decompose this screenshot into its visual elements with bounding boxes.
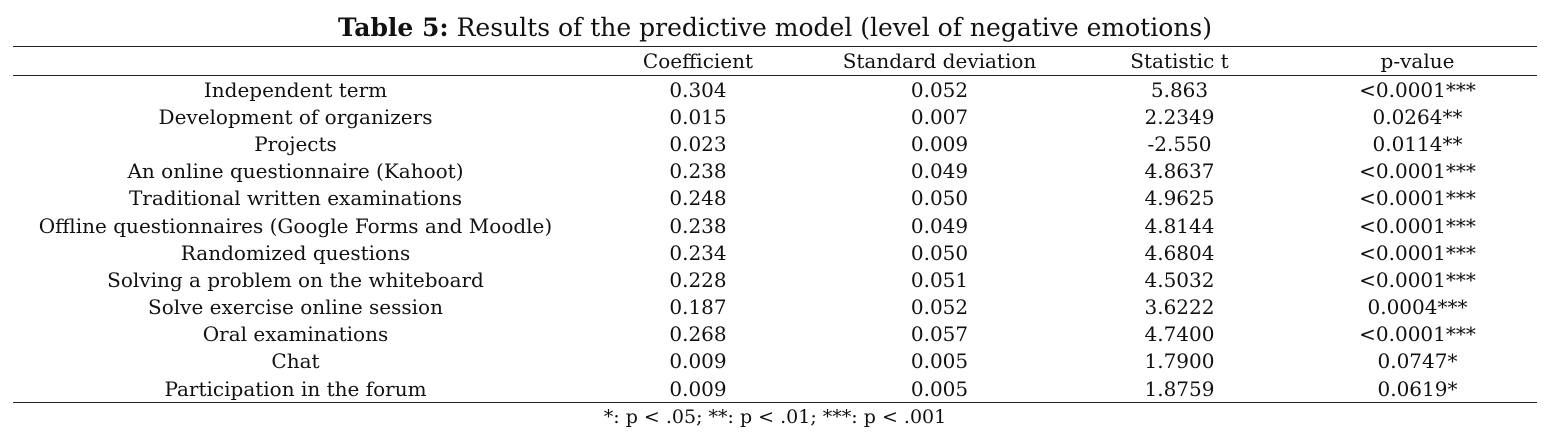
- table-header-rule: [13, 75, 1537, 76]
- cell-p-value: <0.0001***: [1359, 240, 1476, 265]
- cell-coefficient: 0.248: [669, 186, 727, 211]
- cell-standard-deviation: 0.049: [910, 159, 969, 184]
- cell-standard-deviation: 0.005: [910, 349, 969, 374]
- cell-variable: Development of organizers: [158, 104, 433, 129]
- cell-variable: Offline questionnaires (Google Forms and…: [38, 213, 553, 238]
- table-row: Solve exercise online session 0.187 0.052 3…: [13, 294, 1537, 321]
- cell-standard-deviation: 0.050: [910, 240, 969, 265]
- cell-variable: Solving a problem on the whiteboard: [107, 267, 484, 292]
- table-row: Randomized questions 0.234 0.050 4.6804 <0.0…: [13, 239, 1537, 266]
- cell-p-value: 0.0619*: [1377, 376, 1458, 401]
- table-row: Development of organizers 0.015 0.007 2.234…: [13, 103, 1537, 130]
- table-top-rule: [13, 46, 1537, 47]
- cell-coefficient: 0.187: [669, 295, 727, 320]
- table-footnote: *: p < .05; **: p < .01; ***: p < .001: [603, 406, 947, 428]
- table-caption: Table 5: Results of the predictive model…: [0, 12, 1550, 44]
- cell-statistic-t: 4.5032: [1144, 267, 1215, 292]
- cell-variable: Projects: [254, 131, 337, 156]
- cell-variable: An online questionnaire (Kahoot): [127, 159, 464, 184]
- cell-coefficient: 0.304: [669, 77, 727, 102]
- table-row: Projects 0.023 0.009 -2.550 0.0114**: [13, 130, 1537, 157]
- cell-statistic-t: 2.2349: [1144, 104, 1215, 129]
- cell-p-value: 0.0114**: [1372, 131, 1463, 156]
- cell-standard-deviation: 0.049: [910, 213, 969, 238]
- cell-statistic-t: 4.9625: [1144, 186, 1215, 211]
- header-cell-statistic-t: Statistic t: [1130, 49, 1229, 73]
- cell-coefficient: 0.234: [669, 240, 727, 265]
- cell-variable: Oral examinations: [202, 322, 389, 347]
- cell-standard-deviation: 0.050: [910, 186, 969, 211]
- table-body: Independent term 0.304 0.052 5.863 <0.0001**…: [13, 76, 1537, 402]
- cell-variable: Solve exercise online session: [148, 295, 443, 320]
- cell-coefficient: 0.268: [669, 322, 727, 347]
- cell-coefficient: 0.015: [669, 104, 727, 129]
- cell-standard-deviation: 0.052: [910, 295, 969, 320]
- cell-coefficient: 0.238: [669, 213, 727, 238]
- cell-p-value: <0.0001***: [1359, 322, 1476, 347]
- cell-statistic-t: 1.7900: [1144, 349, 1215, 374]
- cell-p-value: <0.0001***: [1359, 186, 1476, 211]
- cell-p-value: 0.0264**: [1372, 104, 1463, 129]
- cell-statistic-t: 3.6222: [1144, 295, 1215, 320]
- cell-p-value: 0.0747*: [1377, 349, 1458, 374]
- table-bottom-rule: [13, 402, 1537, 403]
- cell-statistic-t: 4.8637: [1144, 159, 1215, 184]
- cell-coefficient: 0.009: [669, 376, 727, 401]
- header-cell-standard-deviation: Standard deviation: [842, 49, 1037, 73]
- table-row: Independent term 0.304 0.052 5.863 <0.0001**…: [13, 76, 1537, 103]
- cell-coefficient: 0.023: [669, 131, 727, 156]
- cell-p-value: 0.0004***: [1367, 295, 1468, 320]
- table-row: Offline questionnaires (Google Forms and…: [13, 212, 1537, 239]
- table-row: Chat 0.009 0.005 1.7900 0.0747*: [13, 348, 1537, 375]
- table-header-row: Coefficient Standard deviation Statistic…: [13, 48, 1537, 74]
- table-row: Traditional written examinations 0.248 0.0…: [13, 185, 1537, 212]
- cell-variable: Chat: [271, 349, 320, 374]
- cell-standard-deviation: 0.051: [910, 267, 969, 292]
- cell-standard-deviation: 0.009: [910, 131, 969, 156]
- cell-coefficient: 0.009: [669, 349, 727, 374]
- cell-statistic-t: 4.6804: [1144, 240, 1215, 265]
- cell-p-value: <0.0001***: [1359, 267, 1476, 292]
- cell-standard-deviation: 0.057: [910, 322, 969, 347]
- cell-statistic-t: 5.863: [1150, 77, 1209, 102]
- cell-p-value: <0.0001***: [1359, 159, 1476, 184]
- cell-p-value: <0.0001***: [1359, 77, 1476, 102]
- cell-standard-deviation: 0.005: [910, 376, 969, 401]
- table-row: Solving a problem on the whiteboard 0.228…: [13, 266, 1537, 293]
- cell-standard-deviation: 0.052: [910, 77, 969, 102]
- cell-coefficient: 0.228: [669, 267, 727, 292]
- cell-statistic-t: 4.8144: [1144, 213, 1215, 238]
- cell-coefficient: 0.238: [669, 159, 727, 184]
- cell-standard-deviation: 0.007: [910, 104, 969, 129]
- header-cell-variable: [13, 48, 578, 74]
- cell-variable: Randomized questions: [180, 240, 411, 265]
- cell-variable: Participation in the forum: [164, 376, 427, 401]
- table-row: Participation in the forum 0.009 0.005 1.87…: [13, 375, 1537, 402]
- table-caption-label: Table 5:: [338, 13, 449, 42]
- table-row: An online questionnaire (Kahoot) 0.238 0.0…: [13, 158, 1537, 185]
- cell-p-value: <0.0001***: [1359, 213, 1476, 238]
- cell-statistic-t: 4.7400: [1144, 322, 1215, 347]
- table-caption-text: Results of the predictive model (level o…: [448, 13, 1212, 42]
- cell-statistic-t: -2.550: [1147, 131, 1212, 156]
- cell-statistic-t: 1.8759: [1144, 376, 1215, 401]
- cell-variable: Traditional written examinations: [128, 186, 463, 211]
- cell-variable: Independent term: [203, 77, 388, 102]
- table-row: Oral examinations 0.268 0.057 4.7400 <0.0001…: [13, 321, 1537, 348]
- header-cell-p-value: p-value: [1380, 49, 1455, 73]
- header-cell-coefficient: Coefficient: [642, 49, 754, 73]
